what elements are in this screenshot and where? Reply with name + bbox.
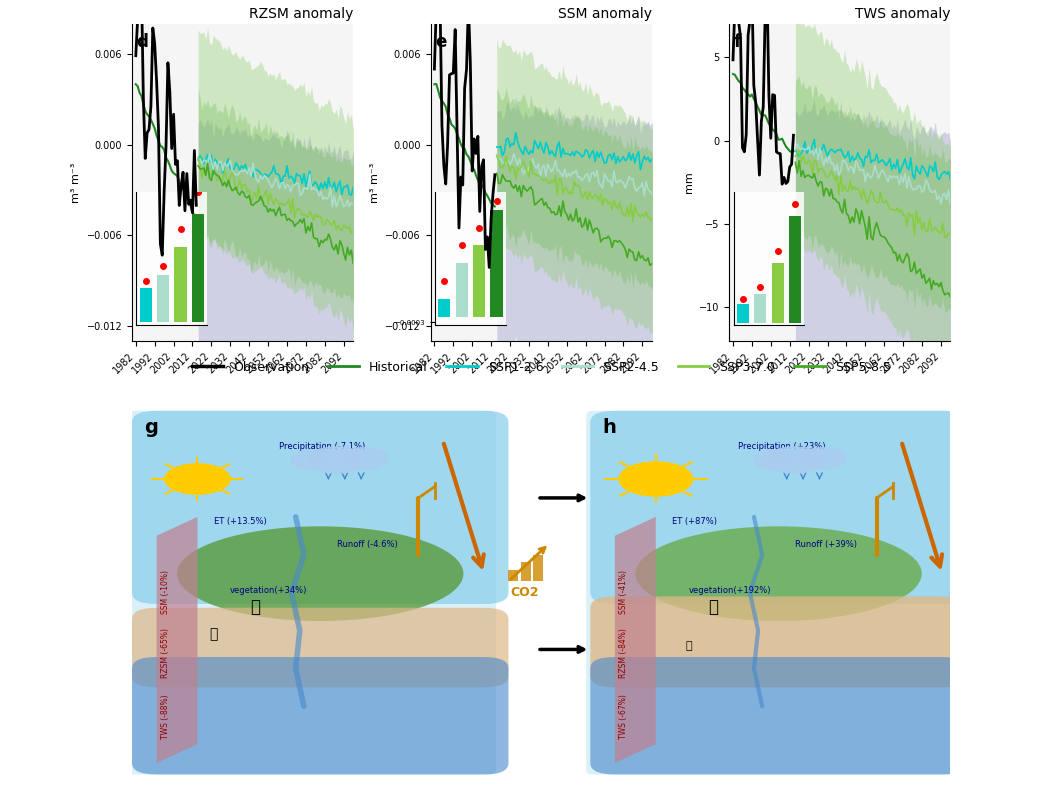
Text: 🦓: 🦓 — [709, 598, 718, 615]
Text: Runoff (+39%): Runoff (+39%) — [795, 540, 856, 549]
Text: TWS (-67%): TWS (-67%) — [619, 693, 628, 739]
FancyBboxPatch shape — [590, 596, 967, 687]
Text: Precipitation (-7.1%): Precipitation (-7.1%) — [279, 441, 365, 451]
FancyBboxPatch shape — [128, 411, 496, 775]
Circle shape — [800, 448, 847, 468]
Polygon shape — [156, 517, 197, 763]
Y-axis label: mm: mm — [683, 172, 694, 193]
FancyBboxPatch shape — [586, 411, 955, 775]
Circle shape — [165, 464, 230, 494]
Text: RZSM anomaly: RZSM anomaly — [249, 7, 353, 22]
FancyArrowPatch shape — [902, 444, 942, 567]
FancyArrowPatch shape — [444, 444, 484, 567]
Text: f: f — [734, 34, 741, 51]
Circle shape — [308, 447, 365, 473]
Text: vegetation(+192%): vegetation(+192%) — [689, 586, 771, 595]
FancyBboxPatch shape — [590, 411, 967, 604]
Text: 🌿: 🌿 — [210, 627, 218, 641]
Text: CO2: CO2 — [511, 586, 539, 599]
Text: d: d — [136, 34, 148, 51]
Text: e: e — [435, 34, 447, 51]
Ellipse shape — [177, 527, 464, 621]
Text: vegetation(+34%): vegetation(+34%) — [230, 586, 307, 595]
Y-axis label: m³ m⁻³: m³ m⁻³ — [71, 162, 81, 203]
Text: ET (+13.5%): ET (+13.5%) — [213, 517, 266, 527]
Text: TWS anomaly: TWS anomaly — [855, 7, 950, 22]
Circle shape — [291, 451, 333, 469]
Text: ET (+87%): ET (+87%) — [673, 517, 717, 527]
Circle shape — [619, 462, 693, 496]
Bar — [521, 563, 530, 581]
Polygon shape — [615, 517, 656, 763]
FancyBboxPatch shape — [132, 411, 509, 604]
Circle shape — [754, 451, 795, 469]
Text: h: h — [603, 418, 617, 437]
FancyBboxPatch shape — [132, 608, 509, 687]
Text: Precipitation (+23%): Precipitation (+23%) — [738, 441, 825, 451]
Text: SSM (-10%): SSM (-10%) — [161, 570, 170, 614]
Legend: Observation, Historical, SSP1-2.6, SSP2-4.5, SSP3-7.0, SSP5-8.5: Observation, Historical, SSP1-2.6, SSP2-… — [187, 356, 895, 378]
Text: SSM anomaly: SSM anomaly — [558, 7, 652, 22]
Text: g: g — [145, 418, 158, 437]
Text: TWS (-88%): TWS (-88%) — [161, 694, 170, 739]
Text: 🦓: 🦓 — [250, 598, 260, 615]
Circle shape — [767, 447, 824, 473]
Text: RZSM (-84%): RZSM (-84%) — [619, 628, 628, 678]
Bar — [509, 570, 518, 581]
Text: Runoff (-4.6%): Runoff (-4.6%) — [337, 540, 397, 549]
Ellipse shape — [636, 527, 922, 621]
Circle shape — [342, 448, 389, 468]
FancyBboxPatch shape — [590, 657, 967, 775]
Text: RZSM (-65%): RZSM (-65%) — [161, 628, 170, 678]
Y-axis label: m³ m⁻³: m³ m⁻³ — [370, 162, 379, 203]
Text: 🌿: 🌿 — [685, 642, 692, 651]
Text: SSM (-41%): SSM (-41%) — [619, 570, 628, 614]
FancyBboxPatch shape — [132, 657, 509, 775]
Bar — [533, 555, 543, 581]
